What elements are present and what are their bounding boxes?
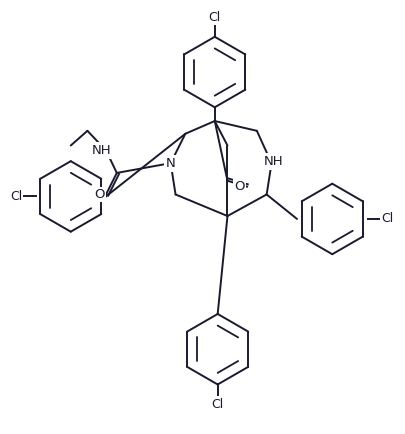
Text: N: N xyxy=(166,157,175,170)
Text: Cl: Cl xyxy=(381,213,393,225)
Text: NH: NH xyxy=(91,144,111,157)
Text: Cl: Cl xyxy=(10,190,22,203)
Text: O: O xyxy=(94,188,104,201)
Text: Cl: Cl xyxy=(209,11,221,24)
Text: O: O xyxy=(234,180,245,193)
Text: Cl: Cl xyxy=(211,398,224,411)
Text: NH: NH xyxy=(264,155,284,168)
